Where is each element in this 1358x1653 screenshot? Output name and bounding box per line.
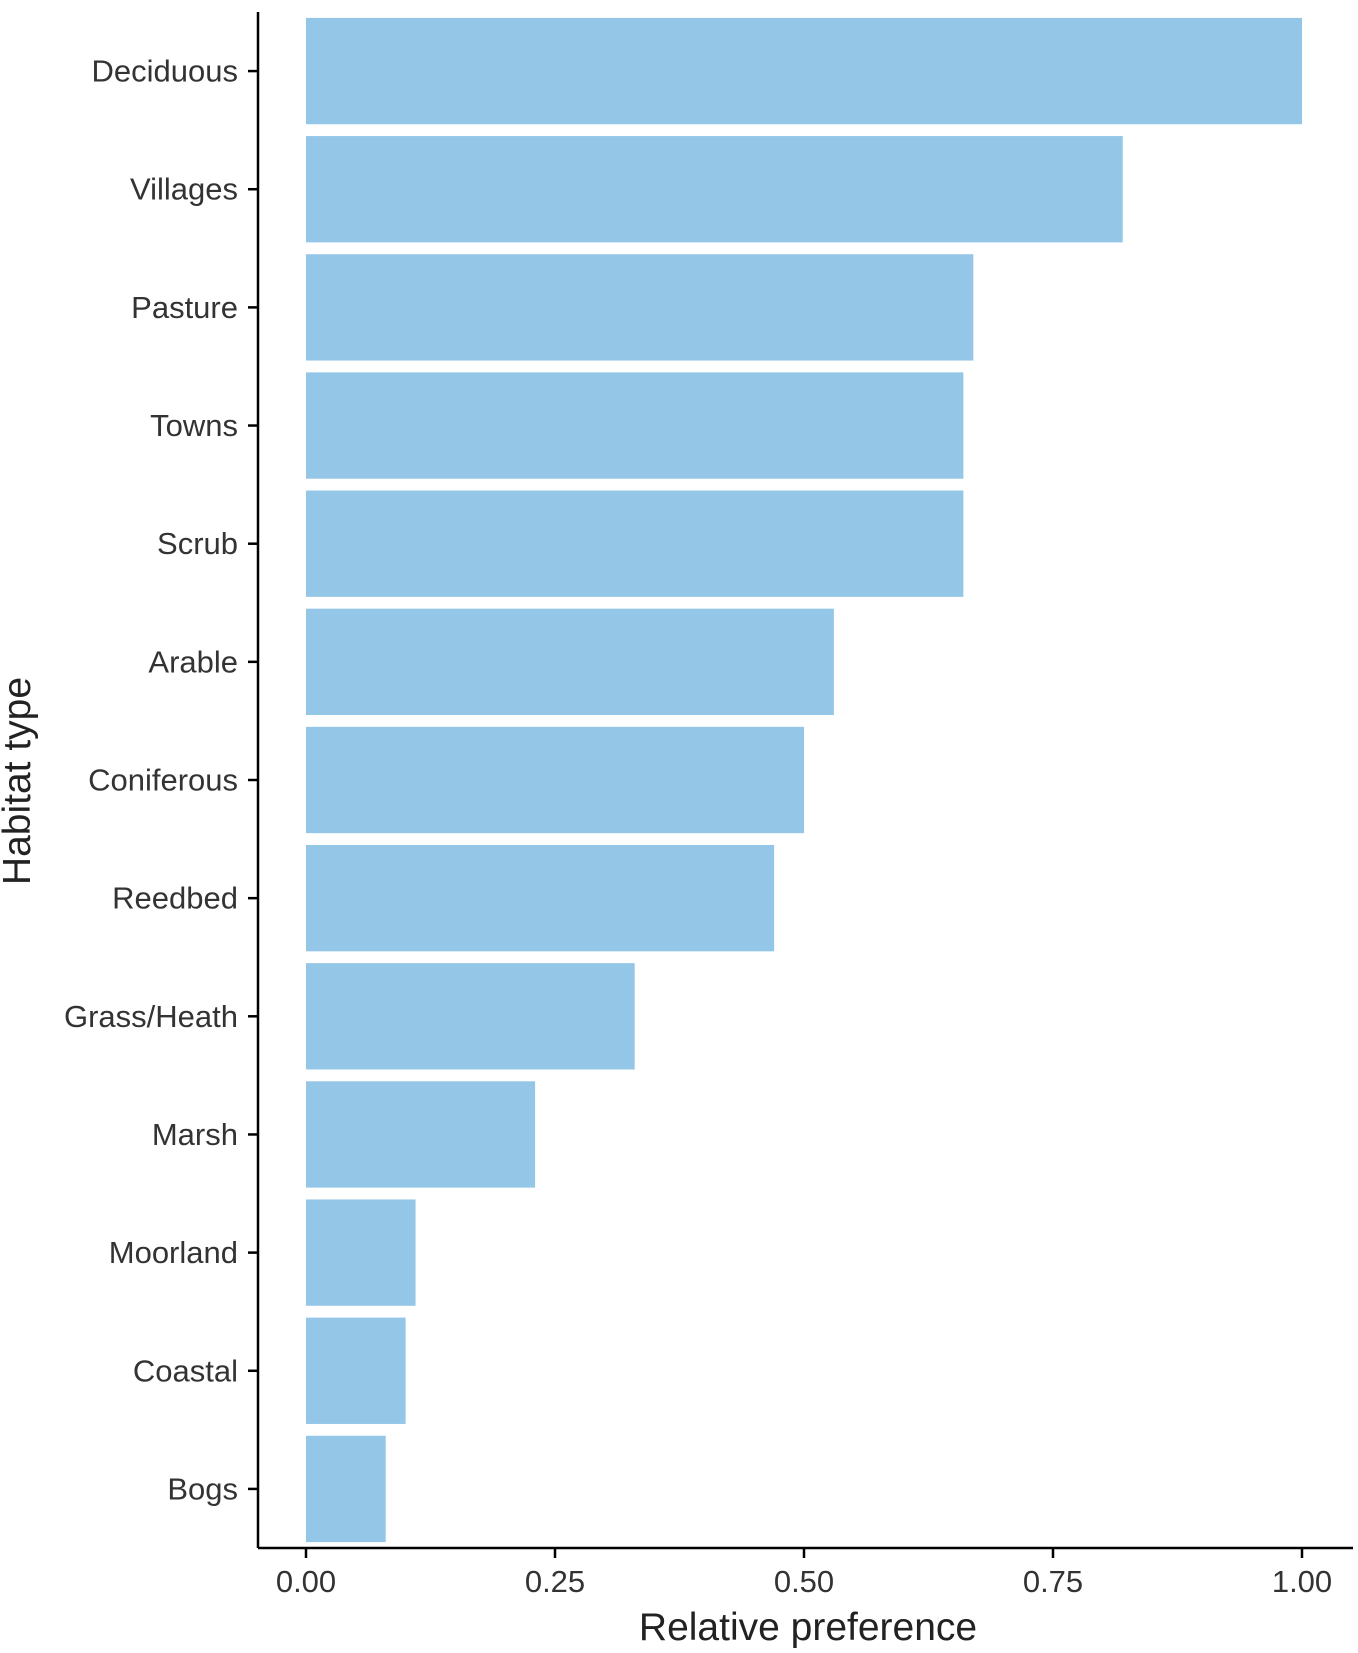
bar-marsh <box>306 1081 536 1188</box>
x-ticks: 0.00 0.25 0.50 0.75 1.00 <box>276 1548 1332 1599</box>
y-tick-label-coniferous: Coniferous <box>88 763 238 798</box>
x-axis: 0.00 0.25 0.50 0.75 1.00 <box>258 1546 1353 1599</box>
y-tick-label-moorland: Moorland <box>109 1235 238 1270</box>
bar-villages <box>306 136 1123 243</box>
x-tick-label: 1.00 <box>1272 1564 1332 1599</box>
bar-pasture <box>306 254 974 361</box>
y-tick-label-villages: Villages <box>130 172 238 207</box>
y-tick-label-towns: Towns <box>150 408 238 443</box>
y-tick-label-deciduous: Deciduous <box>92 54 238 89</box>
bar-bogs <box>306 1435 386 1543</box>
y-ticks: Deciduous Villages Pasture Towns Scrub Arable… <box>64 54 258 1506</box>
bar-towns <box>306 372 964 479</box>
y-tick-label-reedbed: Reedbed <box>112 881 238 916</box>
bar-grass-heath <box>306 963 635 1070</box>
y-tick-label-marsh: Marsh <box>152 1117 238 1152</box>
bars-group <box>306 17 1302 1543</box>
bar-arable <box>306 608 834 716</box>
x-tick-label: 0.00 <box>276 1564 336 1599</box>
y-tick-label-grass-heath: Grass/Heath <box>64 999 238 1034</box>
y-axis: Deciduous Villages Pasture Towns Scrub Arable… <box>64 12 260 1548</box>
bar-moorland <box>306 1199 416 1306</box>
y-tick-label-bogs: Bogs <box>167 1471 238 1506</box>
y-tick-label-pasture: Pasture <box>131 290 238 325</box>
bar-coniferous <box>306 726 804 834</box>
bar-coastal <box>306 1317 406 1424</box>
y-axis-title: Habitat type <box>0 677 39 885</box>
x-tick-label: 0.75 <box>1023 1564 1083 1599</box>
bar-deciduous <box>306 17 1302 125</box>
bar-scrub <box>306 490 964 597</box>
x-tick-label: 0.50 <box>774 1564 834 1599</box>
bar-reedbed <box>306 844 775 952</box>
x-tick-label: 0.25 <box>525 1564 585 1599</box>
y-tick-label-scrub: Scrub <box>157 526 238 561</box>
y-tick-label-coastal: Coastal <box>133 1353 238 1388</box>
y-tick-label-arable: Arable <box>148 644 238 679</box>
x-axis-title: Relative preference <box>639 1606 977 1649</box>
